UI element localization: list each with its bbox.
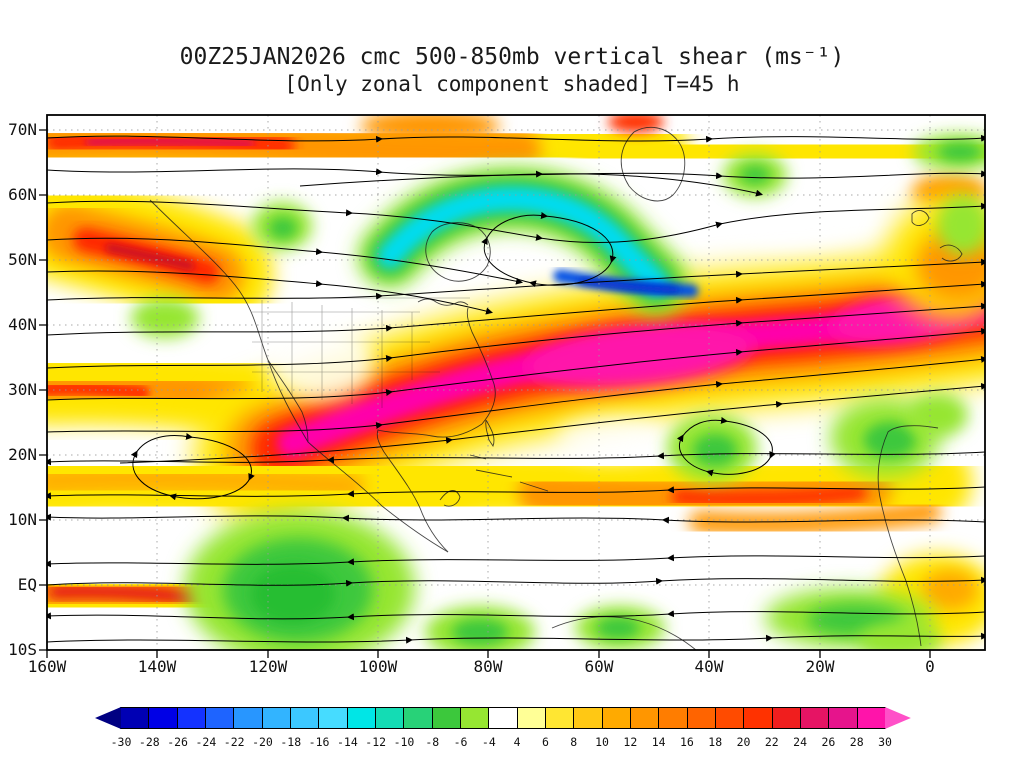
colorbar-tick-label: 24 bbox=[793, 735, 808, 749]
colorbar-tick-label: -14 bbox=[336, 735, 358, 749]
colorbar-segment bbox=[658, 707, 688, 729]
colorbar-tick-label: -26 bbox=[167, 735, 188, 749]
lon-tick-label: 20W bbox=[806, 657, 835, 676]
colorbar-tick-label: 30 bbox=[878, 735, 892, 749]
colorbar-segment bbox=[799, 707, 830, 729]
colorbar-tick-label: -12 bbox=[365, 735, 387, 749]
colorbar-tick-label: -22 bbox=[223, 735, 245, 749]
lon-tick-label: 140W bbox=[138, 657, 177, 676]
lat-tick-label: EQ bbox=[18, 575, 37, 594]
colorbar-segment bbox=[120, 707, 150, 729]
colorbar-tick-label: 8 bbox=[570, 735, 578, 749]
colorbar-tick-label: -24 bbox=[195, 735, 217, 749]
colorbar-segment bbox=[261, 707, 291, 729]
colorbar-segment bbox=[289, 707, 320, 729]
colorbar-segment bbox=[403, 707, 433, 729]
colorbar-segment bbox=[431, 707, 461, 729]
colorbar-tick-label: 10 bbox=[595, 735, 609, 749]
colorbar-tick-label: 28 bbox=[849, 735, 864, 749]
colorbar-tick-label: -18 bbox=[280, 735, 302, 749]
colorbar-segment bbox=[544, 707, 575, 729]
colorbar-tick-label: -8 bbox=[425, 735, 440, 749]
colorbar bbox=[95, 707, 911, 729]
colorbar-tick-label: 16 bbox=[679, 735, 694, 749]
lat-tick-label: 10S bbox=[8, 640, 37, 659]
colorbar-tick-label: -28 bbox=[138, 735, 160, 749]
colorbar-tick-label: 22 bbox=[764, 735, 779, 749]
colorbar-segment bbox=[743, 707, 773, 729]
colorbar-tick-label: 4 bbox=[513, 735, 521, 749]
colorbar-segment bbox=[374, 707, 405, 729]
colorbar-tick-label: -6 bbox=[453, 735, 468, 749]
colorbar-segment bbox=[318, 707, 348, 729]
colorbar-tick-label: 20 bbox=[736, 735, 751, 749]
colorbar-segment bbox=[488, 707, 518, 729]
lon-tick-label: 0 bbox=[925, 657, 935, 676]
colorbar-segment bbox=[828, 707, 858, 729]
lon-tick-label: 100W bbox=[359, 657, 398, 676]
lon-tick-label: 160W bbox=[28, 657, 67, 676]
lon-axis: 160W 140W 120W 100W 80W 60W 40W 20W 0 bbox=[28, 657, 935, 676]
colorbar-underflow-arrow bbox=[95, 707, 121, 729]
colorbar-segment bbox=[856, 707, 886, 729]
lat-tick-label: 40N bbox=[8, 315, 37, 334]
colorbar-tick-label: -20 bbox=[252, 735, 273, 749]
colorbar-overflow-arrow bbox=[884, 707, 911, 729]
lat-tick-label: 70N bbox=[8, 120, 37, 139]
lat-tick-label: 50N bbox=[8, 250, 37, 269]
lon-tick-label: 40W bbox=[695, 657, 724, 676]
colorbar-tick-label: 26 bbox=[821, 735, 836, 749]
colorbar-tick-label: -10 bbox=[393, 735, 415, 749]
colorbar-segment bbox=[601, 707, 631, 729]
colorbar-tick-label: 14 bbox=[651, 735, 666, 749]
page-subtitle: [Only zonal component shaded] T=45 h bbox=[284, 72, 740, 96]
colorbar-segment bbox=[516, 707, 546, 729]
colorbar-tick-label: -4 bbox=[481, 735, 496, 749]
colorbar-segment bbox=[629, 707, 660, 729]
streamlines bbox=[47, 134, 985, 644]
lon-tick-label: 80W bbox=[474, 657, 503, 676]
lat-tick-label: 20N bbox=[8, 445, 37, 464]
colorbar-segment bbox=[686, 707, 716, 729]
colorbar-segment bbox=[204, 707, 235, 729]
colorbar-segment bbox=[714, 707, 745, 729]
colorbar-segment bbox=[176, 707, 206, 729]
colorbar-tick-label: 6 bbox=[541, 735, 549, 749]
colorbar-segment bbox=[573, 707, 603, 729]
colorbar-segment bbox=[233, 707, 263, 729]
lat-tick-label: 60N bbox=[8, 185, 37, 204]
lat-tick-label: 10N bbox=[8, 510, 37, 529]
colorbar-segment bbox=[346, 707, 376, 729]
colorbar-segment bbox=[771, 707, 801, 729]
colorbar-tick-label: 18 bbox=[708, 735, 723, 749]
lat-tick-label: 30N bbox=[8, 380, 37, 399]
colorbar-segment bbox=[148, 707, 178, 729]
lon-tick-label: 60W bbox=[585, 657, 614, 676]
colorbar-segment bbox=[459, 707, 490, 729]
map-frame bbox=[39, 114, 986, 658]
lat-axis: 70N 60N 50N 40N 30N 20N 10N EQ 10S bbox=[8, 120, 37, 659]
colorbar-tick-label: 12 bbox=[623, 735, 638, 749]
page-title: 00Z25JAN2026 cmc 500-850mb vertical shea… bbox=[179, 44, 845, 70]
lon-tick-label: 120W bbox=[249, 657, 288, 676]
colorbar-tick-label: -16 bbox=[308, 735, 330, 749]
colorbar-labels: -30 -28 -26 -24 -22 -20 -18 -16 -14 -12 -10 -8 -6 -4 4… bbox=[95, 735, 911, 751]
colorbar-tick-label: -30 bbox=[110, 735, 132, 749]
axis-ticks bbox=[39, 129, 931, 658]
